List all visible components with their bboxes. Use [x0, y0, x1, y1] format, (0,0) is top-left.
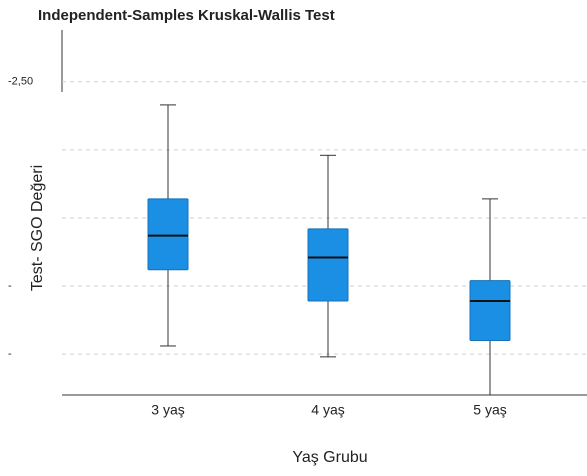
box [147, 198, 189, 271]
box [469, 280, 511, 342]
y-axis-label: Test- SGO Değeri [29, 165, 46, 291]
box [307, 228, 349, 302]
x-tick-label: 5 yaş [473, 402, 506, 418]
x-tick-label: 4 yaş [311, 402, 344, 418]
y-tick-label: - [8, 280, 12, 292]
y-tick-label: - [8, 348, 12, 360]
x-tick-label: 3 yaş [151, 402, 184, 418]
x-axis-label: Yaş Grubu [292, 449, 367, 466]
chart-title: Independent-Samples Kruskal-Wallis Test [38, 7, 335, 24]
y-tick-label: -2,50 [8, 76, 33, 88]
